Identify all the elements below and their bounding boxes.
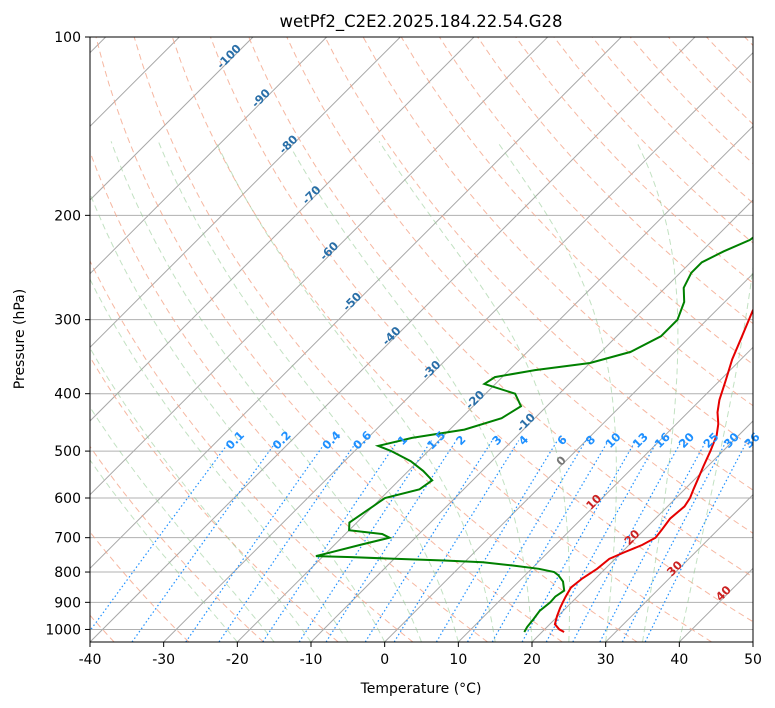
moist-adiabat <box>90 278 349 642</box>
isotherm-line <box>457 346 753 642</box>
background-lines <box>90 37 753 642</box>
x-tick-label: 30 <box>597 652 615 668</box>
dry-adiabat <box>515 37 753 284</box>
mixing-ratio-line <box>325 440 457 642</box>
x-tick-label: -20 <box>226 652 249 668</box>
moist-adiabat <box>215 141 496 642</box>
dry-adiabat <box>324 37 753 491</box>
mixing-ratio-line <box>393 440 520 642</box>
isotherm-line <box>236 125 753 642</box>
mixing-ratio-line <box>298 440 432 642</box>
x-tick-label: -30 <box>152 652 175 668</box>
mixing-ratio-line <box>90 440 231 632</box>
mixing-ratio-line <box>572 440 683 642</box>
mixing-ratio-line <box>466 440 587 642</box>
mixing-ratio-line <box>644 440 748 642</box>
isotherm-line <box>90 37 328 275</box>
isotherm-line <box>384 272 753 642</box>
series-line-0 <box>553 308 753 633</box>
moist-adiabat <box>287 141 533 642</box>
x-tick-label: 20 <box>523 652 541 668</box>
y-tick-label: 200 <box>54 208 81 224</box>
moist-adiabat <box>90 406 275 642</box>
chart-title: wetPf2_C2E2.2025.184.22.54.G28 <box>279 12 562 32</box>
y-tick-label: 600 <box>54 491 81 507</box>
y-tick-label: 400 <box>54 387 81 403</box>
series-line-1 <box>315 236 753 633</box>
x-axis-label: Temperature (°C) <box>360 681 482 697</box>
mixing-ratio-line <box>364 440 493 642</box>
mixing-ratio-line <box>185 440 328 642</box>
moist-adiabat <box>496 141 617 642</box>
isotherm-line <box>531 420 753 642</box>
y-axis-label: Pressure (hPa) <box>12 289 28 389</box>
x-tick-label: 0 <box>380 652 389 668</box>
mixing-ratio-line <box>545 440 659 642</box>
dry-adiabat <box>210 37 753 623</box>
x-axis: -40 -30 -20 -10 0 10 20 30 40 50 <box>79 642 762 668</box>
dry-adiabat <box>171 37 712 642</box>
dry-adiabat <box>90 259 414 642</box>
isotherm-line <box>90 37 622 570</box>
dry-adiabat <box>90 356 339 642</box>
plot-frame <box>89 36 754 643</box>
isotherm-line <box>90 37 254 201</box>
x-tick-label: 50 <box>744 652 762 668</box>
dry-adiabat <box>248 37 753 578</box>
moist-adiabat <box>678 263 753 642</box>
dry-adiabat <box>133 37 638 642</box>
mixing-ratio-line <box>262 440 399 642</box>
isotherm-line <box>90 37 549 496</box>
x-tick-label: -40 <box>79 652 102 668</box>
x-tick-label: -10 <box>300 652 323 668</box>
y-axis: 100 200 300 400 500 600 700 800 900 1000 <box>45 30 90 638</box>
moist-adiabat <box>90 459 238 642</box>
x-tick-label: 40 <box>670 652 688 668</box>
x-tick-label: 10 <box>449 652 467 668</box>
mixing-ratio-line <box>131 440 278 642</box>
dry-adiabat <box>286 37 753 534</box>
moist-adiabat <box>378 141 571 642</box>
mixing-ratio-line <box>435 440 558 642</box>
y-tick-label: 300 <box>54 313 81 329</box>
mixing-ratio-line <box>521 440 637 642</box>
isotherm-line <box>90 37 401 349</box>
series-group <box>315 236 753 633</box>
dry-adiabat <box>90 445 264 642</box>
moist-adiabat <box>110 141 422 642</box>
y-tick-label: 100 <box>54 30 81 46</box>
y-tick-label: 800 <box>54 565 81 581</box>
isotherm-line <box>163 51 753 642</box>
moist-adiabat <box>90 192 386 642</box>
y-tick-label: 1000 <box>45 622 81 638</box>
y-tick-label: 500 <box>54 444 81 460</box>
moist-adiabat <box>90 347 312 642</box>
y-tick-label: 900 <box>54 595 81 611</box>
isotherm-line <box>90 37 475 422</box>
moist-adiabat <box>157 141 459 642</box>
y-tick-label: 700 <box>54 531 81 547</box>
isotherm-line <box>605 493 753 642</box>
dry-adiabat <box>95 37 563 642</box>
mixing-ratio-line <box>491 440 609 642</box>
